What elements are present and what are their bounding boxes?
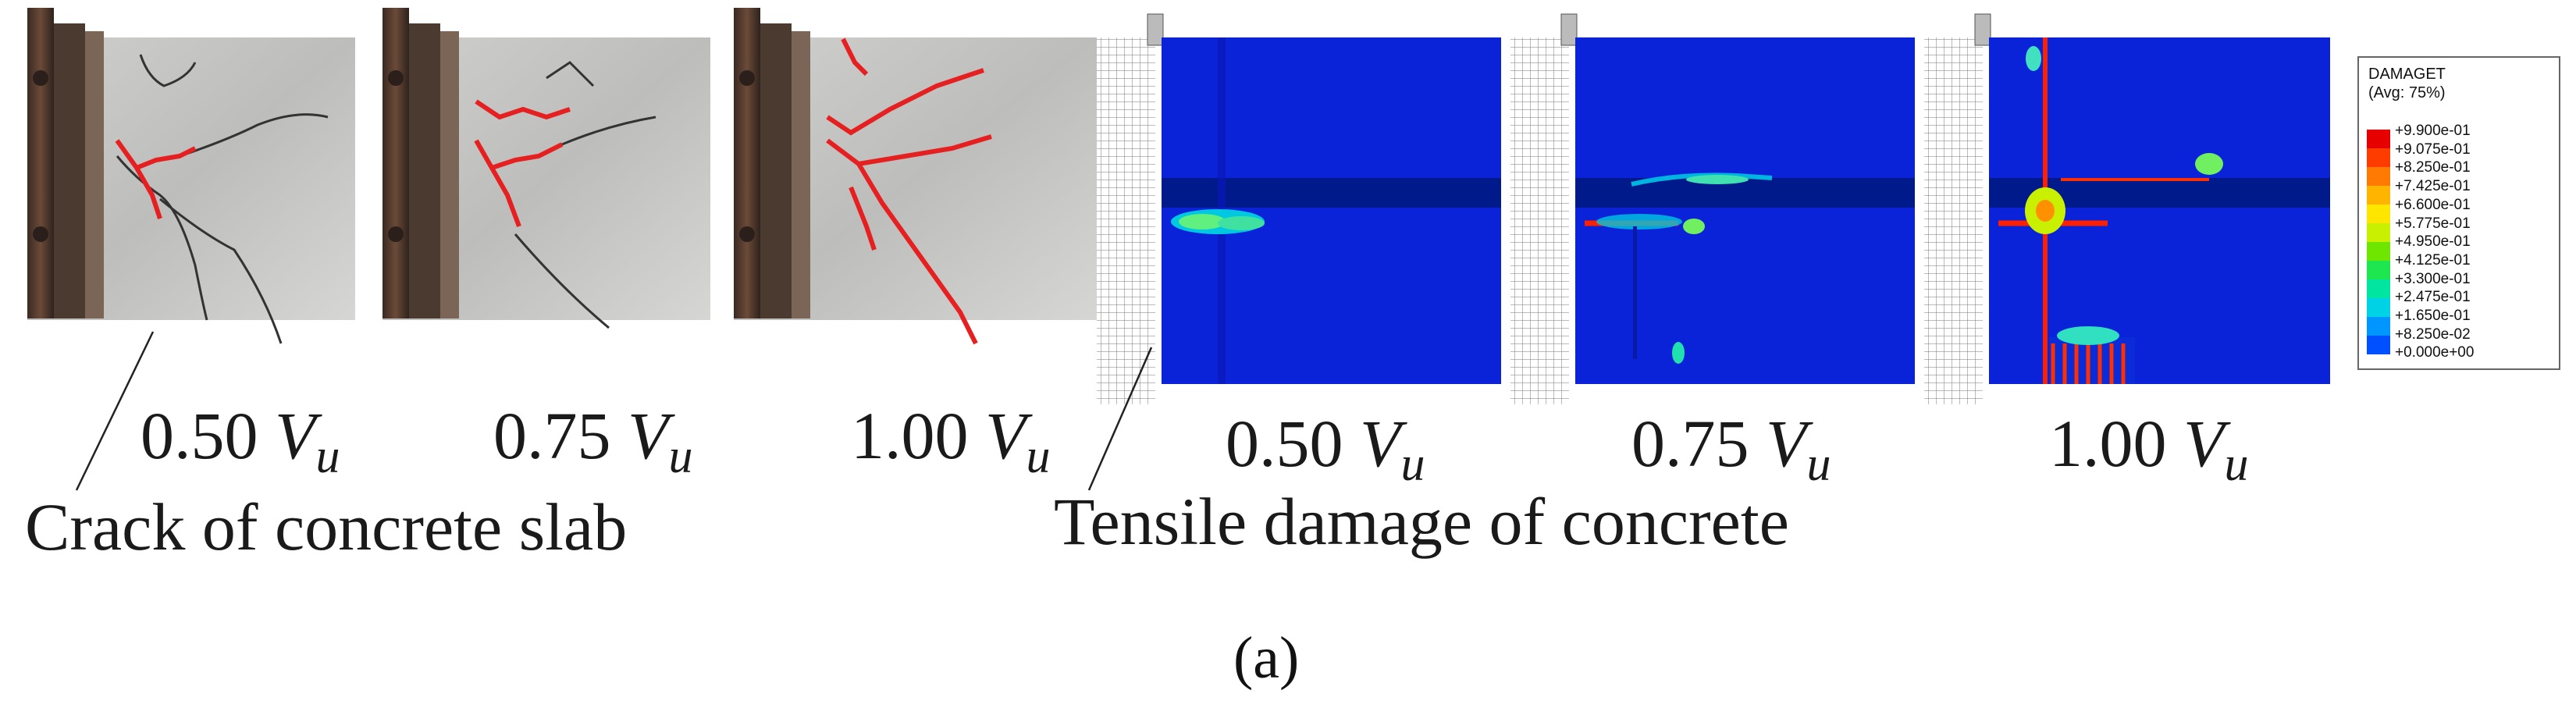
legend-tick-label: +9.900e-01	[2395, 123, 2471, 139]
leader-line-crack	[75, 331, 155, 491]
photo-label-3: 1.00 Vu	[851, 398, 1051, 483]
steel-mesh	[1097, 37, 1155, 404]
damage-legend: DAMAGET (Avg: 75%) +9.900e-01 +9.075e-01 +…	[2357, 56, 2560, 370]
legend-tick-label: +1.650e-01	[2395, 308, 2471, 324]
damage-rebars	[2049, 326, 2135, 384]
steel-flange	[382, 8, 409, 318]
fe-label-2: 0.75 Vu	[1631, 406, 1831, 491]
legend-tick-label: +6.600e-01	[2395, 196, 2471, 213]
photo-panel-3	[734, 8, 1097, 345]
legend-swatch	[2367, 336, 2390, 354]
legend-color-scale	[2367, 130, 2390, 354]
legend-tick-label: +8.250e-02	[2395, 325, 2471, 343]
legend-swatch	[2367, 130, 2390, 148]
fe-label-3: 1.00 Vu	[2049, 406, 2249, 491]
steel-mesh	[1924, 37, 1983, 404]
leader-line-damage	[1087, 347, 1153, 491]
legend-swatch	[2367, 186, 2390, 205]
legend-swatch	[2367, 148, 2390, 167]
legend-tick-label: +9.075e-01	[2395, 141, 2471, 158]
legend-swatch	[2367, 279, 2390, 298]
legend-tick-label: +5.775e-01	[2395, 215, 2471, 232]
legend-tick-label: +2.475e-01	[2395, 289, 2471, 306]
legend-swatch	[2367, 167, 2390, 186]
legend-tick-label: +7.425e-01	[2395, 178, 2471, 195]
steel-flange	[734, 8, 760, 318]
legend-subtitle: (Avg: 75%)	[2368, 84, 2446, 101]
steel-flange	[27, 8, 54, 318]
legend-tick-label: +0.000e+00	[2395, 344, 2475, 361]
legend-swatch	[2367, 317, 2390, 336]
annotation-tensile-damage: Tensile damage of concrete	[1054, 484, 1789, 559]
steel-mesh	[1510, 37, 1569, 404]
photo-panel-1	[27, 8, 355, 344]
fe-label-1: 0.50 Vu	[1226, 406, 1425, 491]
legend-swatch	[2367, 261, 2390, 279]
legend-swatch	[2367, 223, 2390, 242]
legend-swatch	[2367, 242, 2390, 261]
legend-tick-label: +8.250e-01	[2395, 159, 2471, 176]
fe-panel-1	[1097, 13, 1501, 404]
photo-label-1: 0.50 Vu	[141, 398, 340, 483]
annotation-crack: Crack of concrete slab	[25, 489, 628, 564]
fe-panel-3	[1924, 13, 2330, 404]
legend-tick-label: +4.950e-01	[2395, 233, 2471, 251]
legend-swatch	[2367, 298, 2390, 317]
photo-label-2: 0.75 Vu	[493, 398, 693, 483]
subfigure-label: (a)	[1233, 625, 1300, 691]
legend-swatch	[2367, 205, 2390, 223]
photo-panel-2	[382, 8, 710, 329]
legend-tick-label: +3.300e-01	[2395, 270, 2471, 287]
legend-tick-label: +4.125e-01	[2395, 251, 2471, 269]
fe-panel-2	[1510, 13, 1915, 404]
legend-title: DAMAGET	[2368, 66, 2446, 83]
